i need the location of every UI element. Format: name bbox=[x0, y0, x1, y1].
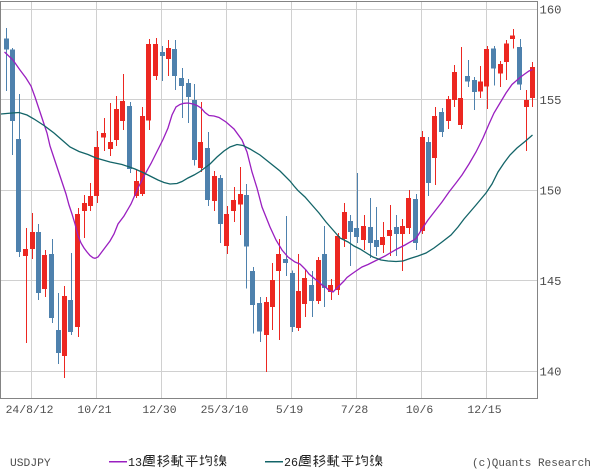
svg-text:25/3/10: 25/3/10 bbox=[201, 405, 249, 417]
svg-text:13: 13 bbox=[128, 456, 142, 470]
svg-text:12/15: 12/15 bbox=[467, 405, 501, 417]
svg-text:160: 160 bbox=[540, 4, 562, 18]
svg-text:145: 145 bbox=[540, 275, 562, 289]
svg-text:5/19: 5/19 bbox=[276, 405, 304, 417]
svg-text:12/30: 12/30 bbox=[142, 405, 176, 417]
svg-text:150: 150 bbox=[540, 185, 562, 199]
svg-text:7/28: 7/28 bbox=[341, 405, 369, 417]
svg-text:140: 140 bbox=[540, 366, 562, 380]
svg-text:24/8/12: 24/8/12 bbox=[6, 405, 54, 417]
svg-text:10/21: 10/21 bbox=[77, 405, 111, 417]
svg-text:10/6: 10/6 bbox=[406, 405, 434, 417]
svg-text:USDJPY: USDJPY bbox=[10, 458, 51, 470]
svg-text:155: 155 bbox=[540, 94, 562, 108]
svg-text:26: 26 bbox=[284, 456, 298, 470]
svg-text:(c)Quants Research: (c)Quants Research bbox=[472, 458, 591, 470]
